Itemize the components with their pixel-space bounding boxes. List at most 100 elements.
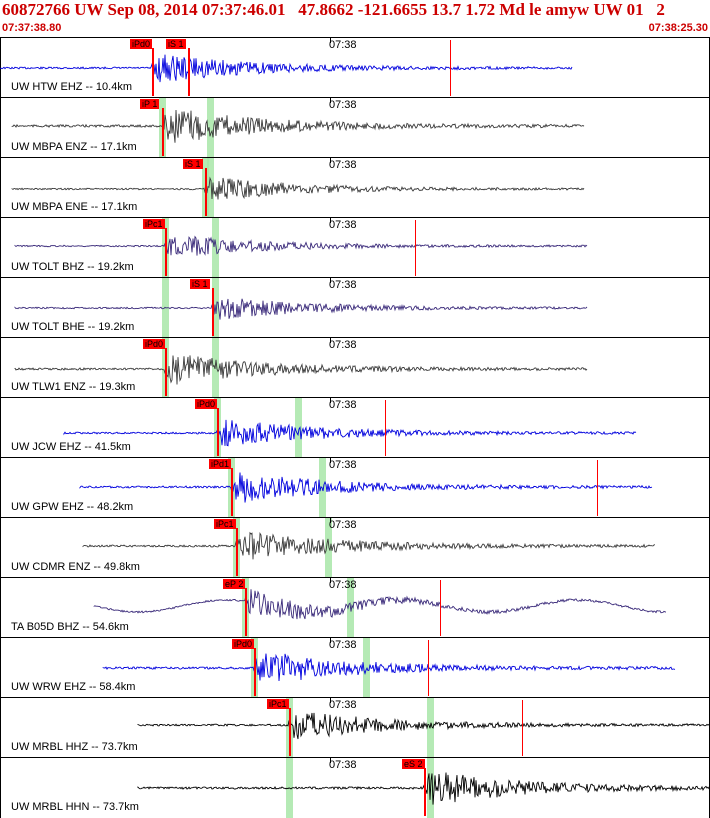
minute-tick: [330, 458, 331, 463]
minute-tick: [330, 158, 331, 163]
waveform-trace: [14, 298, 588, 320]
phase-pick-line: [165, 348, 167, 396]
minute-mark-label: 07:38: [329, 579, 357, 591]
phase-pick-tag[interactable]: iPc1: [214, 519, 236, 529]
station-label: UW HTW EHZ -- 10.4km: [11, 81, 132, 93]
waveform-trace: [93, 589, 667, 620]
phase-pick-tag[interactable]: eP 2: [223, 579, 246, 589]
station-label: UW MBPA ENE -- 17.1km: [11, 201, 138, 213]
minute-mark-label: 07:38: [329, 39, 357, 51]
station-label: UW WRW EHZ -- 58.4km: [11, 681, 136, 693]
phase-pick-tag[interactable]: iS 1: [166, 39, 186, 49]
trace-panel[interactable]: iPc1 07:38 UW MRBL HHZ -- 73.7km: [0, 697, 710, 758]
arrival-window-shade: [207, 158, 214, 218]
phase-pick-line: [188, 48, 190, 96]
phase-pick-line: [212, 288, 214, 336]
minute-tick: [330, 278, 331, 283]
waveform-path: [14, 355, 588, 385]
waveform-trace: [102, 653, 676, 682]
trace-panel[interactable]: iS 1 07:38 UW TOLT BHE -- 19.2km: [0, 277, 710, 338]
waveform-path: [93, 589, 667, 620]
station-label: UW TOLT BHE -- 19.2km: [11, 321, 135, 333]
waveform-trace: [11, 109, 585, 143]
minute-tick: [330, 218, 331, 223]
phase-pick-tag[interactable]: iPc1: [143, 219, 165, 229]
phase-pick-tag[interactable]: iPd0: [143, 339, 166, 349]
phase-pick-tag[interactable]: iPd0: [195, 399, 218, 409]
station-label: UW CDMR ENZ -- 49.8km: [11, 561, 140, 573]
minute-tick: [330, 698, 331, 703]
waveform-trace: [79, 472, 653, 503]
waveform-path: [0, 54, 573, 83]
waveform-trace: [14, 355, 588, 385]
phase-pick-tag[interactable]: iPd1: [209, 459, 232, 469]
secondary-pick-line: [597, 460, 598, 516]
trace-panel[interactable]: iPd0 07:38 UW WRW EHZ -- 58.4km: [0, 637, 710, 698]
trace-panel[interactable]: eP 2 07:38 TA B05D BHZ -- 54.6km: [0, 577, 710, 638]
minute-tick: [330, 578, 331, 583]
phase-pick-line: [165, 228, 167, 276]
phase-pick-line: [205, 168, 207, 216]
minute-tick: [330, 638, 331, 643]
secondary-pick-line: [450, 40, 451, 96]
minute-mark-label: 07:38: [329, 99, 357, 111]
phase-pick-line: [162, 108, 164, 156]
waveform-trace: [82, 531, 656, 560]
waveform-path: [137, 712, 710, 740]
minute-mark-label: 07:38: [329, 399, 357, 411]
waveform-trace: [11, 176, 585, 200]
station-label: TA B05D BHZ -- 54.6km: [11, 621, 129, 633]
trace-panel[interactable]: iPd0 07:38 UW TLW1 ENZ -- 19.3km: [0, 337, 710, 398]
station-label: UW TLW1 ENZ -- 19.3km: [11, 381, 136, 393]
waveform-trace: [137, 772, 710, 805]
trace-panel[interactable]: iS 1 07:38 UW MBPA ENE -- 17.1km: [0, 157, 710, 218]
phase-pick-line: [217, 408, 219, 456]
minute-mark-label: 07:38: [329, 459, 357, 471]
phase-pick-tag[interactable]: eS 2: [402, 759, 425, 769]
secondary-pick-line: [385, 400, 386, 456]
minute-mark-label: 07:38: [329, 339, 357, 351]
phase-pick-tag[interactable]: iPd0: [130, 39, 153, 49]
minute-mark-label: 07:38: [329, 219, 357, 231]
trace-panel[interactable]: iPc1 07:38 UW TOLT BHZ -- 19.2km: [0, 217, 710, 278]
trace-panel[interactable]: iPd0 07:38 UW JCW EHZ -- 41.5km: [0, 397, 710, 458]
arrival-window-shade: [295, 398, 302, 458]
minute-tick: [330, 758, 331, 763]
trace-panel[interactable]: iPd0 iS 1 07:38 UW HTW EHZ -- 10.4km: [0, 37, 710, 98]
phase-pick-tag[interactable]: iPc1: [267, 699, 289, 709]
waveform-trace: [137, 712, 710, 740]
minute-mark-label: 07:38: [329, 759, 357, 771]
waveform-path: [82, 531, 656, 560]
waveform-path: [137, 772, 710, 805]
phase-pick-tag[interactable]: iS 1: [190, 279, 210, 289]
phase-pick-tag[interactable]: iP 1: [140, 99, 160, 109]
station-label: UW JCW EHZ -- 41.5km: [11, 441, 131, 453]
arrival-window-shade: [207, 98, 214, 158]
waveform-path: [63, 419, 637, 447]
trace-panel[interactable]: iP 1 07:38 UW MBPA ENZ -- 17.1km: [0, 97, 710, 158]
end-time: 07:38:25.30: [648, 22, 708, 34]
phase-pick-line: [231, 468, 233, 516]
phase-pick-line: [245, 588, 247, 636]
minute-tick: [330, 398, 331, 403]
phase-pick-tag[interactable]: iPd0: [232, 639, 255, 649]
minute-mark-label: 07:38: [329, 519, 357, 531]
station-label: UW MBPA ENZ -- 17.1km: [11, 141, 137, 153]
trace-panel[interactable]: iPd1 07:38 UW GPW EHZ -- 48.2km: [0, 457, 710, 518]
trace-panel-stack[interactable]: iPd0 iS 1 07:38 UW HTW EHZ -- 10.4km iP 1 07:…: [0, 37, 710, 818]
phase-pick-tag[interactable]: iS 1: [183, 159, 203, 169]
waveform-path: [79, 472, 653, 503]
secondary-pick-line: [522, 700, 523, 756]
minute-tick: [330, 338, 331, 343]
minute-tick: [330, 518, 331, 523]
phase-pick-line: [152, 48, 154, 96]
trace-panel[interactable]: eS 2 07:38 UW MRBL HHN -- 73.7km: [0, 757, 710, 818]
trace-panel[interactable]: iPc1 07:38 UW CDMR ENZ -- 49.8km: [0, 517, 710, 578]
event-title: 60872766 UW Sep 08, 2014 07:37:46.01 47.…: [2, 0, 665, 19]
minute-mark-label: 07:38: [329, 279, 357, 291]
station-label: UW TOLT BHZ -- 19.2km: [11, 261, 134, 273]
station-label: UW GPW EHZ -- 48.2km: [11, 501, 134, 513]
secondary-pick-line: [415, 220, 416, 276]
waveform-path: [11, 109, 585, 143]
phase-pick-line: [236, 528, 238, 576]
